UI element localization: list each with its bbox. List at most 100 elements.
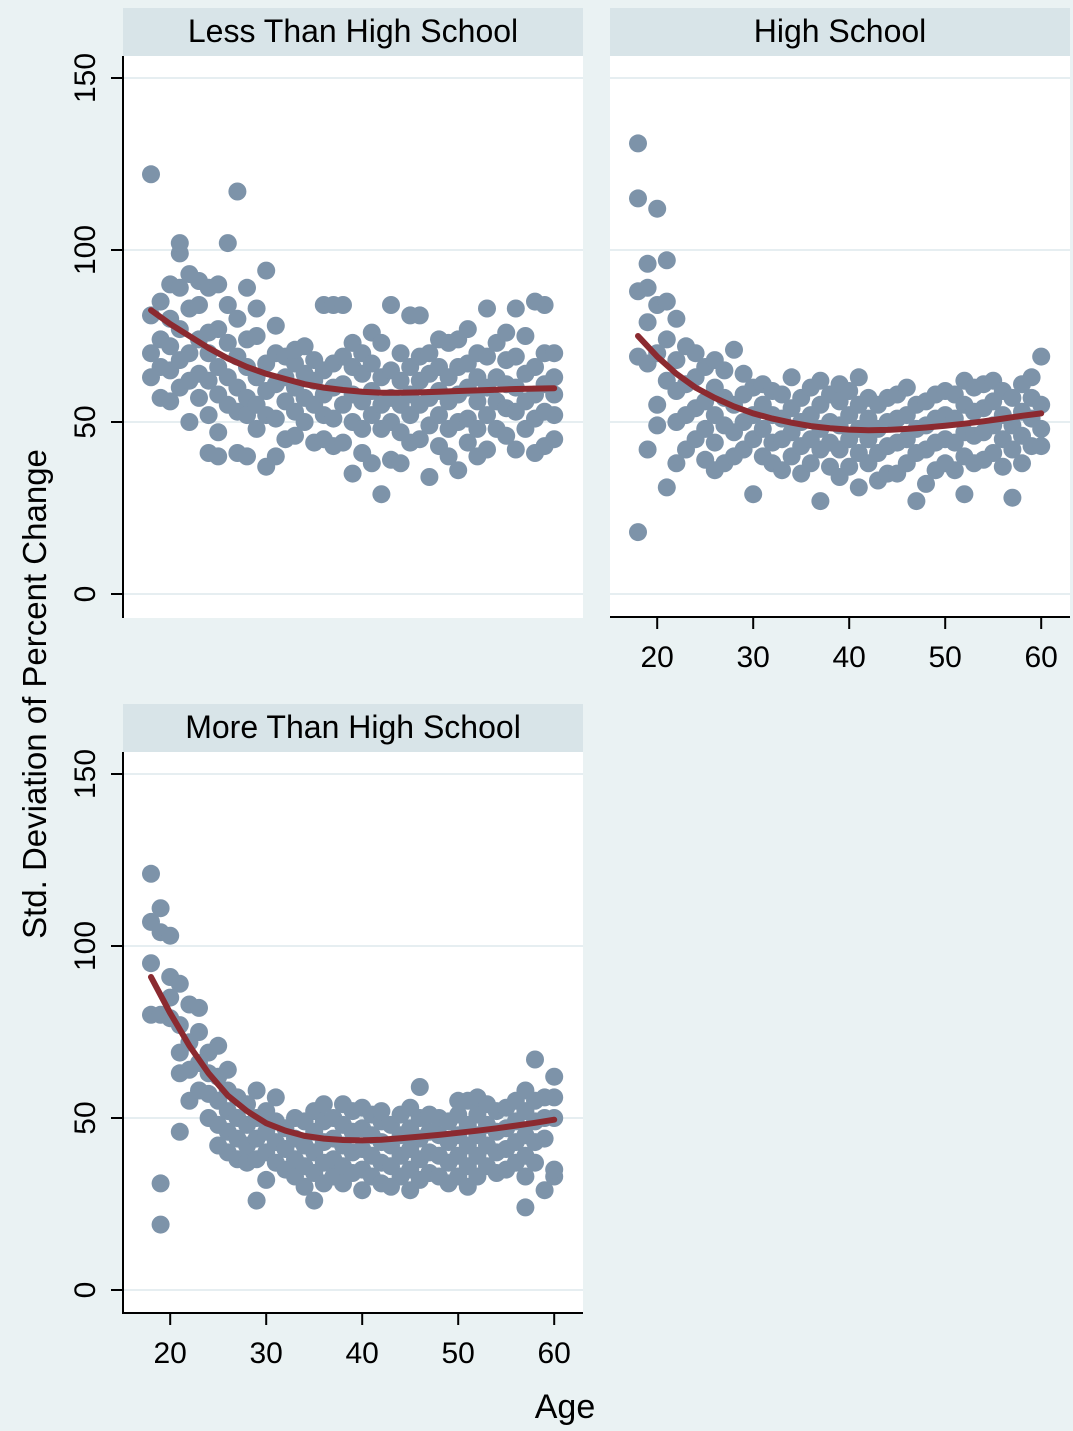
x-tick-label: 60 bbox=[1025, 641, 1058, 674]
scatter-points bbox=[142, 864, 564, 1234]
panel-title-band bbox=[123, 704, 583, 752]
panel-title-band bbox=[123, 8, 583, 56]
data-point bbox=[1022, 368, 1041, 387]
panel-high-school: High School 20 30 40 50 60 bbox=[610, 8, 1070, 674]
data-point bbox=[897, 378, 916, 397]
data-point bbox=[638, 254, 657, 273]
data-point bbox=[228, 309, 247, 328]
data-point bbox=[170, 278, 189, 297]
data-point bbox=[391, 344, 410, 363]
y-tick-label: 100 bbox=[69, 921, 102, 971]
data-point bbox=[782, 368, 801, 387]
panel-title: High School bbox=[754, 13, 927, 49]
x-ticks: 20 30 40 50 60 bbox=[641, 617, 1058, 674]
data-point bbox=[305, 1191, 324, 1210]
data-point bbox=[506, 347, 525, 366]
data-point bbox=[218, 296, 237, 314]
y-tick-label: 100 bbox=[69, 225, 102, 275]
data-point bbox=[362, 354, 381, 373]
data-point bbox=[199, 371, 218, 390]
data-point bbox=[372, 333, 391, 352]
x-tick-label: 40 bbox=[346, 1337, 379, 1370]
data-point bbox=[430, 406, 448, 425]
scatter-points bbox=[142, 165, 564, 504]
data-point bbox=[142, 344, 160, 363]
x-tick-label: 20 bbox=[641, 641, 674, 674]
data-point bbox=[801, 454, 820, 473]
data-point bbox=[458, 320, 477, 339]
data-point bbox=[410, 1078, 429, 1096]
data-point bbox=[506, 440, 525, 459]
data-point bbox=[286, 426, 304, 445]
data-point bbox=[238, 278, 256, 297]
data-point bbox=[686, 344, 705, 363]
data-point bbox=[161, 926, 180, 945]
data-point bbox=[372, 485, 391, 504]
data-point bbox=[516, 1198, 535, 1217]
data-point bbox=[629, 189, 647, 208]
data-point bbox=[314, 1095, 333, 1114]
data-point bbox=[667, 309, 686, 328]
data-point bbox=[190, 1023, 208, 1041]
data-point bbox=[151, 1215, 170, 1234]
data-point bbox=[773, 385, 791, 404]
data-point bbox=[545, 430, 564, 449]
data-point bbox=[410, 306, 429, 325]
data-point bbox=[161, 337, 180, 356]
data-point bbox=[849, 478, 868, 497]
data-point bbox=[516, 1167, 535, 1186]
data-point bbox=[526, 1050, 544, 1069]
data-point bbox=[945, 461, 964, 480]
data-point bbox=[151, 292, 170, 311]
data-point bbox=[1003, 440, 1022, 459]
x-ticks: 20 30 40 50 60 bbox=[154, 1313, 571, 1370]
data-point bbox=[180, 344, 199, 363]
data-point bbox=[657, 330, 676, 349]
data-point bbox=[362, 454, 381, 473]
data-point bbox=[516, 327, 535, 345]
data-point bbox=[535, 1129, 554, 1148]
data-point bbox=[142, 864, 160, 883]
y-tick-label: 150 bbox=[69, 749, 102, 799]
y-ticks: 0 50 100 150 bbox=[69, 53, 123, 602]
y-tick-label: 50 bbox=[69, 405, 102, 438]
data-point bbox=[382, 296, 400, 314]
data-point bbox=[1032, 347, 1051, 366]
data-point bbox=[497, 426, 516, 445]
data-point bbox=[545, 1160, 564, 1179]
data-point bbox=[170, 1122, 189, 1141]
data-point bbox=[648, 395, 667, 414]
x-tick-label: 20 bbox=[154, 1337, 187, 1370]
data-point bbox=[218, 1060, 237, 1079]
data-point bbox=[1032, 437, 1051, 456]
data-point bbox=[353, 1181, 372, 1200]
data-point bbox=[648, 199, 667, 218]
data-point bbox=[984, 444, 1003, 462]
data-point bbox=[228, 182, 247, 201]
data-point bbox=[295, 337, 314, 356]
data-point bbox=[420, 468, 439, 486]
data-point bbox=[238, 447, 256, 466]
data-point bbox=[773, 461, 791, 480]
data-point bbox=[497, 323, 516, 342]
data-point bbox=[190, 296, 208, 314]
data-point bbox=[725, 340, 743, 359]
data-point bbox=[1003, 388, 1022, 407]
data-point bbox=[209, 1036, 228, 1055]
data-point bbox=[142, 165, 160, 184]
data-point bbox=[638, 440, 657, 459]
data-point bbox=[343, 464, 362, 483]
data-point bbox=[811, 492, 830, 511]
data-point bbox=[545, 1067, 564, 1086]
data-point bbox=[917, 474, 935, 493]
y-tick-label: 0 bbox=[69, 1282, 102, 1299]
data-point bbox=[545, 406, 564, 425]
panel-title: Less Than High School bbox=[188, 13, 518, 49]
data-point bbox=[535, 296, 554, 314]
data-point bbox=[506, 299, 525, 318]
data-point bbox=[247, 419, 266, 438]
data-point bbox=[526, 358, 544, 376]
data-point bbox=[439, 447, 458, 466]
data-point bbox=[247, 1081, 266, 1100]
